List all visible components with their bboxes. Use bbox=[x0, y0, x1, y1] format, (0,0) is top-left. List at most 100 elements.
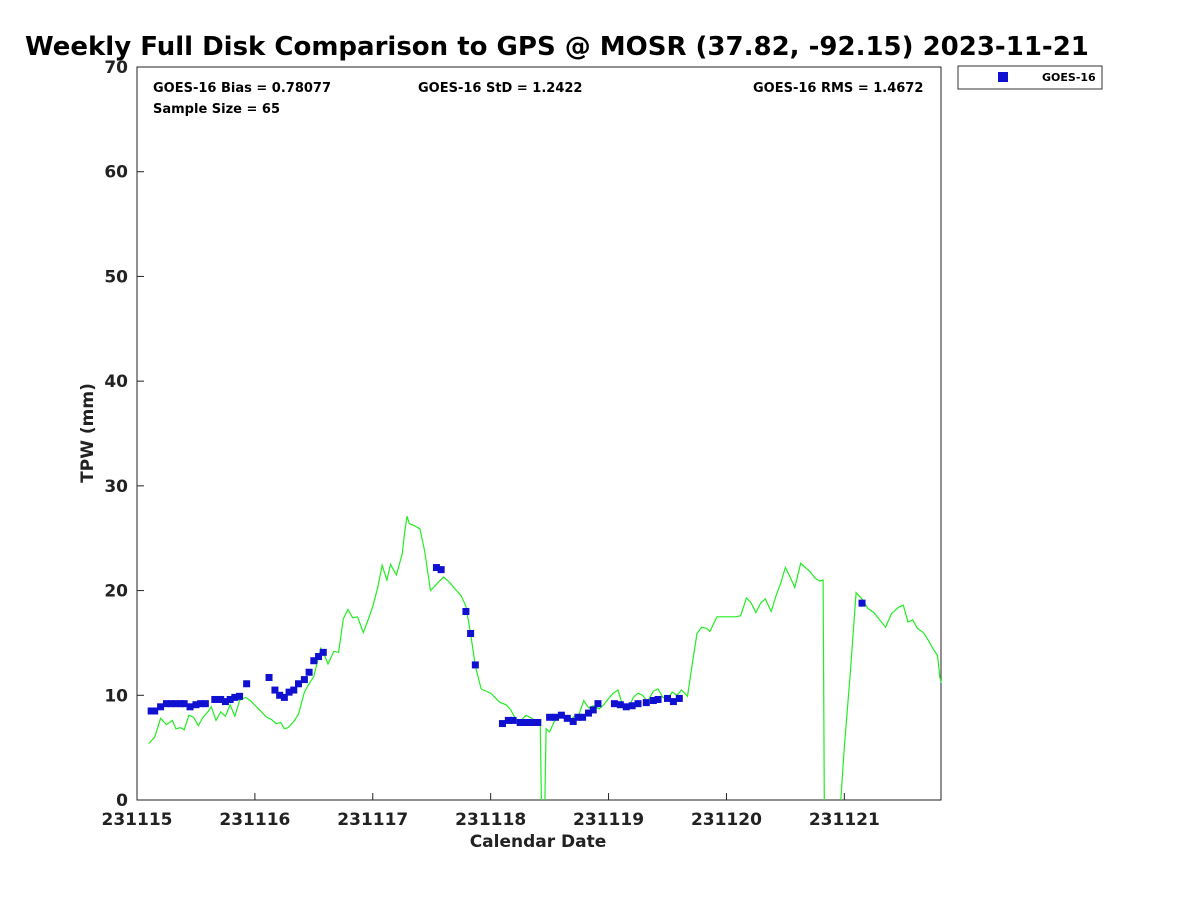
goes-point bbox=[186, 703, 194, 711]
goes-point bbox=[654, 695, 662, 703]
goes-point bbox=[585, 709, 593, 717]
goes-point bbox=[147, 707, 155, 715]
goes-point bbox=[192, 701, 200, 709]
goes-point bbox=[498, 720, 506, 728]
legend: GOES-16 bbox=[957, 65, 1103, 90]
x-axis: 231115 231116 231117 231118 231119 231120 2311… bbox=[102, 793, 880, 830]
y-tick-label: 0 bbox=[116, 791, 128, 811]
std-stat: GOES-16 StD = 1.2422 bbox=[418, 81, 582, 96]
goes-point bbox=[231, 693, 239, 701]
bias-stat: GOES-16 Bias = 0.78077 bbox=[153, 81, 331, 96]
goes-point bbox=[610, 700, 618, 708]
goes-point bbox=[300, 676, 308, 684]
goes-series bbox=[147, 564, 866, 728]
goes-point bbox=[177, 700, 185, 708]
goes-point bbox=[552, 713, 560, 721]
goes-point bbox=[236, 692, 244, 700]
legend-marker-goes bbox=[998, 72, 1008, 82]
legend-label-goes: GOES-16 bbox=[1042, 71, 1096, 84]
y-axis: 0 10 20 30 40 50 60 70 bbox=[104, 58, 144, 811]
goes-point bbox=[649, 697, 657, 705]
sample-size-stat: Sample Size = 65 bbox=[153, 102, 280, 117]
x-tick-label: 231117 bbox=[337, 810, 408, 830]
goes-point bbox=[669, 698, 677, 706]
goes-point bbox=[628, 702, 636, 710]
goes-point bbox=[310, 657, 318, 665]
goes-point bbox=[589, 706, 597, 714]
goes-point bbox=[642, 699, 650, 707]
goes-point bbox=[534, 719, 542, 727]
goes-point bbox=[579, 713, 587, 721]
goes-point bbox=[616, 701, 624, 709]
gps-line-segment bbox=[148, 516, 542, 801]
x-tick-label: 231119 bbox=[573, 810, 644, 830]
rms-stat: GOES-16 RMS = 1.4672 bbox=[753, 81, 923, 96]
x-axis-label: Calendar Date bbox=[470, 832, 607, 852]
goes-point bbox=[295, 680, 303, 688]
goes-point bbox=[172, 700, 180, 708]
goes-point bbox=[319, 648, 327, 656]
goes-point bbox=[663, 694, 671, 702]
goes-point bbox=[226, 695, 234, 703]
goes-point bbox=[594, 700, 602, 708]
goes-point bbox=[271, 686, 279, 694]
goes-point bbox=[675, 694, 683, 702]
goes-point bbox=[197, 700, 205, 708]
goes-point bbox=[509, 716, 517, 724]
y-axis-label: TPW (mm) bbox=[78, 383, 98, 483]
goes-point bbox=[574, 713, 582, 721]
goes-point bbox=[557, 711, 565, 719]
x-tick-label: 231115 bbox=[102, 810, 173, 830]
y-tick-label: 30 bbox=[104, 477, 128, 497]
y-tick-label: 20 bbox=[104, 582, 128, 602]
goes-point bbox=[276, 691, 284, 699]
y-tick-label: 60 bbox=[104, 163, 128, 183]
y-tick-label: 70 bbox=[104, 58, 128, 78]
goes-point bbox=[563, 714, 571, 722]
goes-point bbox=[290, 686, 298, 694]
goes-point bbox=[471, 661, 479, 669]
goes-point bbox=[151, 707, 159, 715]
goes-point bbox=[437, 566, 445, 574]
gps-line-segment bbox=[840, 591, 942, 801]
gps-line-segment bbox=[544, 562, 825, 801]
goes-point bbox=[462, 608, 470, 616]
goes-point bbox=[467, 630, 475, 638]
goes-point bbox=[221, 698, 229, 706]
goes-point bbox=[305, 668, 313, 676]
goes-point bbox=[201, 700, 209, 708]
goes-point bbox=[243, 680, 251, 688]
chart-title: Weekly Full Disk Comparison to GPS @ MOS… bbox=[25, 32, 1089, 62]
goes-point bbox=[432, 564, 440, 572]
plot-area bbox=[136, 66, 942, 801]
x-tick-label: 231120 bbox=[691, 810, 762, 830]
goes-point bbox=[180, 700, 188, 708]
goes-point bbox=[167, 700, 175, 708]
y-tick-label: 40 bbox=[104, 372, 128, 392]
x-tick-label: 231121 bbox=[809, 810, 880, 830]
goes-point bbox=[634, 700, 642, 708]
goes-point bbox=[516, 719, 524, 727]
goes-point bbox=[315, 653, 323, 661]
goes-point bbox=[162, 700, 170, 708]
goes-point bbox=[504, 716, 512, 724]
y-tick-label: 10 bbox=[104, 686, 128, 706]
goes-point bbox=[522, 719, 530, 727]
x-tick-label: 231118 bbox=[455, 810, 526, 830]
gps-series bbox=[148, 516, 942, 801]
goes-point bbox=[217, 695, 225, 703]
goes-point bbox=[280, 693, 288, 701]
goes-point bbox=[285, 688, 293, 696]
goes-point bbox=[157, 703, 165, 711]
goes-point bbox=[622, 703, 630, 711]
goes-point bbox=[211, 695, 219, 703]
goes-point bbox=[858, 599, 866, 607]
legend-box bbox=[957, 65, 1103, 90]
goes-point bbox=[569, 717, 577, 725]
y-tick-label: 50 bbox=[104, 267, 128, 287]
x-tick-label: 231116 bbox=[219, 810, 290, 830]
goes-point bbox=[528, 719, 536, 727]
goes-point bbox=[265, 673, 273, 681]
goes-point bbox=[546, 713, 554, 721]
